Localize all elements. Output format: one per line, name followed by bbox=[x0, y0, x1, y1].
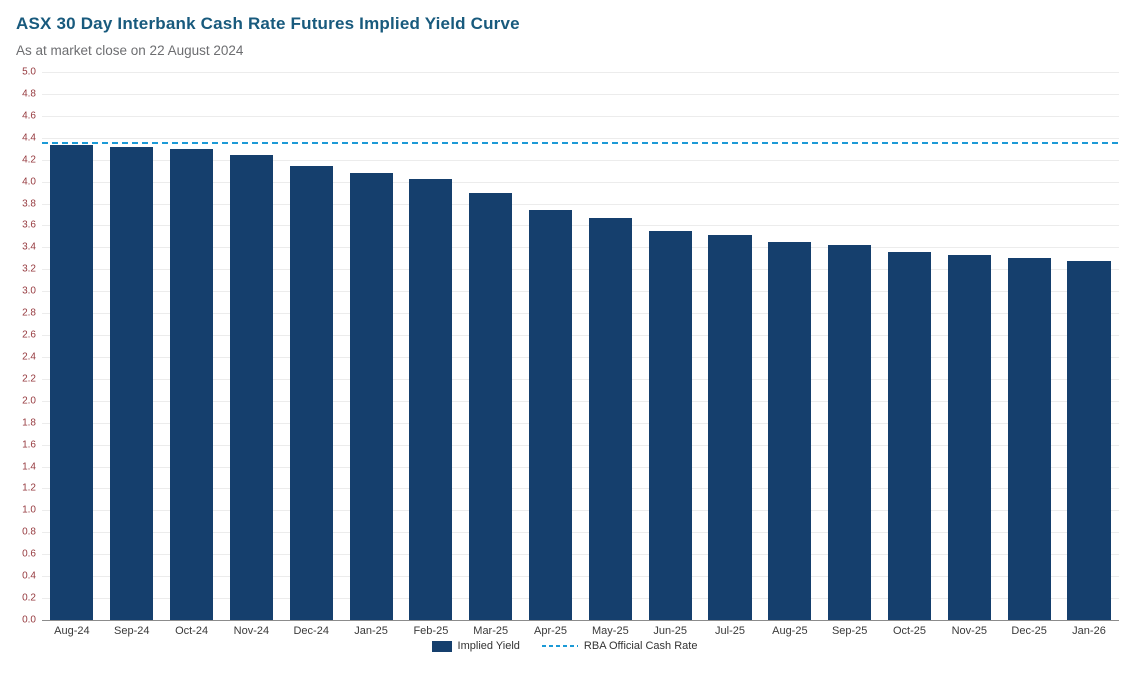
implied-yield-bar bbox=[768, 241, 812, 620]
implied-yield-bar bbox=[648, 230, 692, 620]
y-axis-tick-label: 4.4 bbox=[22, 132, 36, 144]
y-axis: 0.0 0.2 0.4 0.6 0.8 1.0 1.2 1.4 1.6 1.8 2.0 2.2 2.4 2… bbox=[8, 67, 42, 626]
plot-row: 0.0 0.2 0.4 0.6 0.8 1.0 1.2 1.4 1.6 1.8 2.0 2.2 2.4 2… bbox=[8, 67, 1119, 626]
bar-column bbox=[880, 72, 940, 620]
x-axis-tick-label: Aug-24 bbox=[54, 625, 90, 637]
x-axis-tick-label: Oct-24 bbox=[175, 625, 209, 637]
chart-legend: Implied Yield RBA Official Cash Rate bbox=[0, 640, 1129, 652]
bar-column bbox=[401, 72, 461, 620]
bar-column bbox=[700, 72, 760, 620]
x-axis-tick-label: Jun-25 bbox=[653, 625, 688, 637]
bar-column bbox=[820, 72, 880, 620]
y-axis-tick-label: 1.0 bbox=[22, 504, 36, 516]
rba-rate-label: RBA Official Cash Rate bbox=[583, 640, 698, 652]
y-axis-tick-label: 0.6 bbox=[22, 548, 36, 560]
implied-yield-bar bbox=[708, 235, 752, 620]
x-axis-tick-label: Dec-25 bbox=[1011, 625, 1047, 637]
x-axis-tick-label: Feb-25 bbox=[413, 625, 449, 637]
implied-yield-bar bbox=[409, 179, 453, 620]
implied-yield-bar bbox=[349, 172, 393, 620]
bar-column bbox=[42, 72, 102, 620]
implied-yield-bar bbox=[529, 210, 573, 620]
bar-column bbox=[760, 72, 820, 620]
y-axis-tick-label: 2.8 bbox=[22, 307, 36, 319]
implied-yield-bar bbox=[170, 148, 214, 620]
implied-yield-bar bbox=[947, 255, 991, 620]
implied-yield-bar bbox=[469, 192, 513, 620]
y-axis-tick-label: 2.0 bbox=[22, 395, 36, 407]
legend-item-rba-rate: RBA Official Cash Rate bbox=[541, 640, 698, 652]
implied-yield-bar bbox=[110, 146, 154, 620]
implied-yield-bar bbox=[588, 217, 632, 620]
bar-column bbox=[102, 72, 162, 620]
chart-header: ASX 30 Day Interbank Cash Rate Futures I… bbox=[0, 0, 1129, 58]
y-axis-tick-label: 2.6 bbox=[22, 329, 36, 341]
y-axis-tick-label: 2.4 bbox=[22, 351, 36, 363]
x-axis-tick-label: Oct-25 bbox=[893, 625, 927, 637]
implied-yield-bar bbox=[828, 245, 872, 620]
bar-column bbox=[939, 72, 999, 620]
bar-column bbox=[461, 72, 521, 620]
y-axis-tick-label: 3.4 bbox=[22, 241, 36, 253]
x-axis-tick-label: Aug-25 bbox=[772, 625, 808, 637]
bar-column bbox=[1059, 72, 1119, 620]
y-axis-tick-label: 0.4 bbox=[22, 570, 36, 582]
bar-column bbox=[281, 72, 341, 620]
bar-column bbox=[999, 72, 1059, 620]
bars-container bbox=[42, 72, 1119, 620]
legend-item-implied-yield: Implied Yield bbox=[431, 640, 520, 652]
implied-yield-label: Implied Yield bbox=[457, 640, 520, 652]
rba-rate-dash-icon bbox=[541, 645, 578, 647]
x-axis-tick-label: May-25 bbox=[592, 625, 629, 637]
x-axis: Aug-24 Sep-24 Oct-24 Nov-24 Dec-24 Jan-25 Feb-… bbox=[42, 621, 1119, 637]
x-axis-tick-label: Apr-25 bbox=[534, 625, 568, 637]
y-axis-tick-label: 0.8 bbox=[22, 526, 36, 538]
chart-subtitle: As at market close on 22 August 2024 bbox=[16, 43, 244, 58]
bar-column bbox=[640, 72, 700, 620]
y-axis-tick-label: 3.6 bbox=[22, 219, 36, 231]
y-axis-tick-label: 1.2 bbox=[22, 482, 36, 494]
y-axis-tick-label: 5.0 bbox=[22, 66, 36, 78]
implied-yield-bar bbox=[289, 166, 333, 620]
implied-yield-bar bbox=[229, 155, 273, 620]
bar-column bbox=[162, 72, 222, 620]
y-axis-tick-label: 4.2 bbox=[22, 154, 36, 166]
y-axis-tick-label: 3.2 bbox=[22, 263, 36, 275]
y-axis-tick-label: 1.4 bbox=[22, 461, 36, 473]
implied-yield-bar bbox=[1067, 260, 1111, 620]
implied-yield-bar bbox=[50, 145, 94, 620]
bar-column bbox=[580, 72, 640, 620]
x-axis-tick-label: Jul-25 bbox=[715, 625, 745, 637]
yield-curve-chart: 0.0 0.2 0.4 0.6 0.8 1.0 1.2 1.4 1.6 1.8 2.0 2.2 2.4 2… bbox=[8, 67, 1119, 637]
implied-yield-swatch-icon bbox=[431, 640, 452, 652]
y-axis-tick-label: 4.8 bbox=[22, 88, 36, 100]
y-axis-tick-label: 4.0 bbox=[22, 176, 36, 188]
y-axis-tick-label: 3.0 bbox=[22, 285, 36, 297]
x-axis-tick-label: Mar-25 bbox=[473, 625, 509, 637]
y-axis-tick-label: 1.8 bbox=[22, 417, 36, 429]
y-axis-tick-label: 2.2 bbox=[22, 373, 36, 385]
chart-title: ASX 30 Day Interbank Cash Rate Futures I… bbox=[16, 14, 520, 33]
y-axis-tick-label: 0.2 bbox=[22, 592, 36, 604]
bar-column bbox=[221, 72, 281, 620]
implied-yield-bar bbox=[887, 251, 932, 620]
y-axis-tick-label: 3.8 bbox=[22, 198, 36, 210]
x-axis-tick-label: Nov-24 bbox=[233, 625, 270, 637]
bar-column bbox=[341, 72, 401, 620]
bar-column bbox=[521, 72, 581, 620]
implied-yield-bar bbox=[1007, 258, 1051, 620]
x-axis-tick-label: Jan-26 bbox=[1072, 625, 1106, 637]
x-axis-tick-label: Jan-25 bbox=[354, 625, 388, 637]
y-axis-tick-label: 4.6 bbox=[22, 110, 36, 122]
y-axis-tick-label: 0.0 bbox=[22, 614, 36, 626]
y-axis-tick-label: 1.6 bbox=[22, 439, 36, 451]
x-axis-tick-label: Nov-25 bbox=[951, 625, 988, 637]
x-axis-tick-label: Sep-24 bbox=[114, 625, 150, 637]
x-axis-tick-label: Sep-25 bbox=[831, 625, 868, 637]
plot-area bbox=[42, 72, 1119, 621]
x-axis-tick-label: Dec-24 bbox=[293, 625, 329, 637]
